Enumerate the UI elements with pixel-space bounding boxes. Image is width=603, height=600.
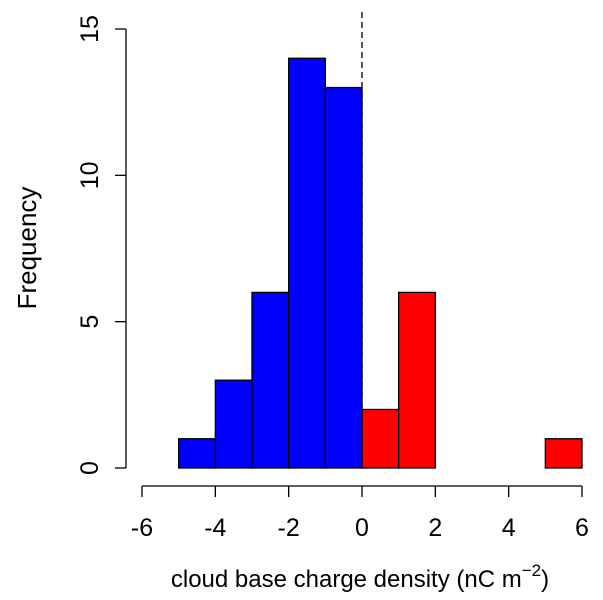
x-tick-label: -4 [204,514,226,542]
histogram-bar [288,57,326,469]
x-tick-label: 2 [428,514,442,542]
y-tick-label: 15 [76,15,104,43]
x-axis-label: cloud base charge density (nC m−2) [171,561,549,593]
y-tick-label: 10 [76,161,104,189]
x-tick-label: 6 [575,514,589,542]
histogram-bar [214,379,253,469]
x-axis-label-superscript: −2 [522,561,541,580]
histogram-bar [178,438,216,469]
histogram-bar [324,86,363,469]
histogram-bar [251,291,290,469]
histogram-bars [178,12,583,469]
y-axis-label: Frequency [12,187,42,310]
x-tick-label: -6 [131,514,153,542]
x-tick-label: -2 [278,514,300,542]
histogram-bar [361,408,400,469]
x-tick-label: 4 [502,514,516,542]
histogram-bar [544,438,583,469]
x-axis-label-main: cloud base charge density (nC m [171,566,522,593]
x-axis: -6 -4 -2 0 2 4 6 [131,485,589,542]
y-tick-label: 5 [76,315,104,329]
x-axis-label-suffix: ) [541,566,549,593]
y-tick-label: 0 [76,461,104,475]
histogram-bar [398,291,436,469]
y-axis: 0 5 10 15 [76,15,127,475]
x-tick-label: 0 [355,514,369,542]
